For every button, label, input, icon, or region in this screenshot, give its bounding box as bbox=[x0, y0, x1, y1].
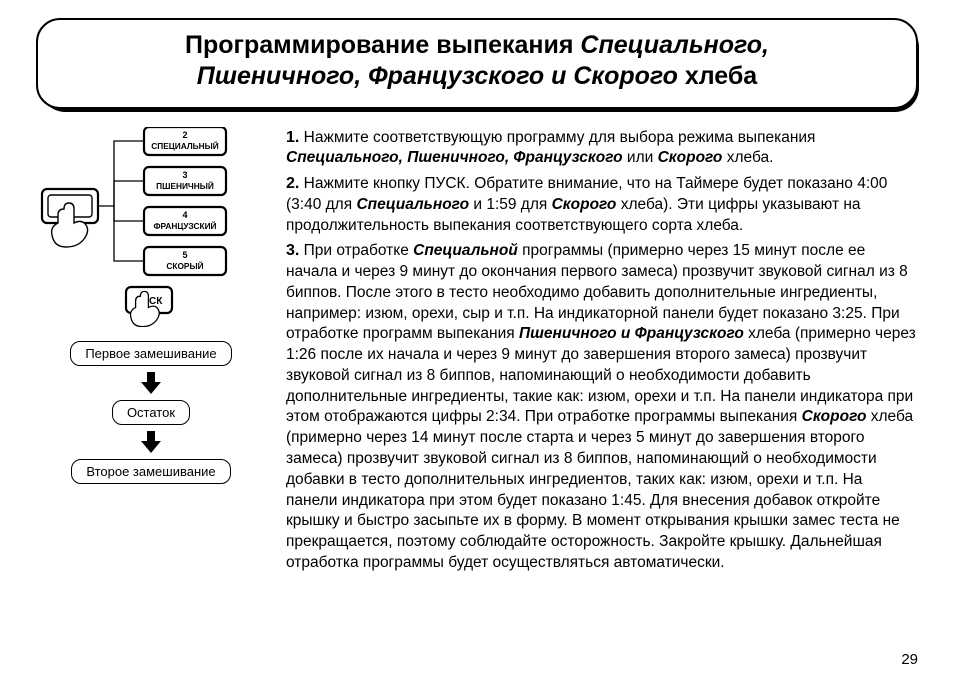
s3d: Пше­ничного и Французского bbox=[519, 325, 744, 342]
prog-2-label: СПЕЦИАЛЬНЫЙ bbox=[151, 140, 219, 151]
prog-5-num: 5 bbox=[182, 250, 187, 260]
prog-2-num: 2 bbox=[182, 130, 187, 140]
content-columns: 2 СПЕЦИАЛЬНЫЙ 3 ПШЕНИЧНЫЙ 4 ФРАНЦУЗСКИЙ … bbox=[36, 127, 918, 578]
arrow-down-icon bbox=[141, 431, 161, 453]
s3a: При отработке bbox=[299, 242, 413, 259]
s1c: или bbox=[623, 149, 658, 166]
connector-1 bbox=[98, 141, 144, 206]
s2d: Скорого bbox=[552, 196, 617, 213]
step-2-num: 2. bbox=[286, 175, 299, 192]
prog-5-label: СКОРЫЙ bbox=[166, 260, 203, 271]
program-btn-5: 5 СКОРЫЙ bbox=[144, 247, 226, 275]
step-1-num: 1. bbox=[286, 129, 299, 146]
program-btn-4: 4 ФРАНЦУЗСКИЙ bbox=[144, 207, 226, 235]
s2b: Специального bbox=[356, 196, 469, 213]
flow-step-3: Второе замешивание bbox=[71, 459, 230, 484]
flow-step-2: Остаток bbox=[112, 400, 190, 425]
step-3: 3. При отработке Специальной программы (… bbox=[286, 240, 918, 573]
s1b: Специального, Пшеничного, Французского bbox=[286, 149, 623, 166]
s3f: Скорого bbox=[802, 408, 867, 425]
title-italic-1: Специального, bbox=[580, 31, 769, 59]
flow-steps: Первое замешивание Остаток Второе замеши… bbox=[70, 341, 231, 484]
s3b: Специальной bbox=[413, 242, 518, 259]
step-2: 2. Нажмите кнопку ПУСК. Обратите внимани… bbox=[286, 173, 918, 236]
title-text-2: хлеба bbox=[678, 62, 757, 90]
s1a: Нажмите соответствующую программу для вы… bbox=[299, 129, 815, 146]
s2c: и 1:59 для bbox=[469, 196, 552, 213]
s3g: хле­ба (примерно через 14 минут после ст… bbox=[286, 408, 913, 570]
manual-page: Программирование выпекания Специального,… bbox=[0, 0, 954, 682]
s1d: Скорого bbox=[658, 149, 723, 166]
program-diagram: 2 СПЕЦИАЛЬНЫЙ 3 ПШЕНИЧНЫЙ 4 ФРАНЦУЗСКИЙ … bbox=[36, 127, 266, 327]
program-btn-2: 2 СПЕЦИАЛЬНЫЙ bbox=[144, 127, 226, 155]
right-column: 1. Нажмите соответствующую программу для… bbox=[286, 127, 918, 578]
step-3-num: 3. bbox=[286, 242, 299, 259]
connector-4 bbox=[114, 206, 144, 261]
connector-2 bbox=[114, 181, 144, 206]
arrow-down-icon bbox=[141, 372, 161, 394]
connector-3 bbox=[114, 206, 144, 221]
s1e: хлеба. bbox=[722, 149, 773, 166]
title-block: Программирование выпекания Специального,… bbox=[36, 18, 918, 109]
title-box: Программирование выпекания Специального,… bbox=[36, 18, 918, 109]
page-number: 29 bbox=[901, 651, 918, 668]
prog-3-label: ПШЕНИЧНЫЙ bbox=[156, 180, 214, 191]
start-button-group: ПУСК bbox=[126, 287, 172, 327]
left-column: 2 СПЕЦИАЛЬНЫЙ 3 ПШЕНИЧНЫЙ 4 ФРАНЦУЗСКИЙ … bbox=[36, 127, 266, 578]
prog-4-label: ФРАНЦУЗСКИЙ bbox=[153, 220, 216, 231]
title-text: Программирование выпекания bbox=[185, 31, 580, 59]
step-1: 1. Нажмите соответствующую программу для… bbox=[286, 127, 918, 170]
page-title: Программирование выпекания Специального,… bbox=[78, 30, 876, 93]
prog-4-num: 4 bbox=[182, 210, 187, 220]
flow-step-1: Первое замешивание bbox=[70, 341, 231, 366]
prog-3-num: 3 bbox=[182, 170, 187, 180]
title-italic-2: Пшеничного, Французского и Скорого bbox=[197, 62, 678, 90]
program-btn-3: 3 ПШЕНИЧНЫЙ bbox=[144, 167, 226, 195]
